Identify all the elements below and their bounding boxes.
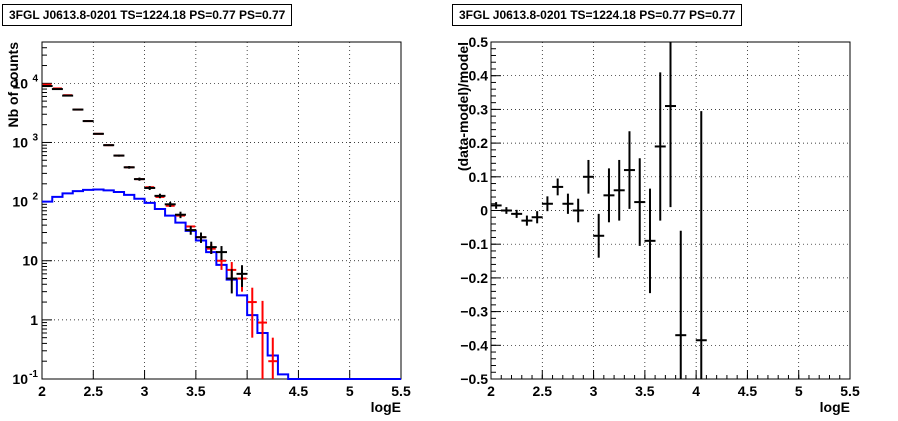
residual-x-tick-label: 3.5 (635, 383, 655, 399)
counts-plot-frame (41, 41, 402, 380)
residual-x-tick-label: 3 (590, 383, 598, 399)
counts-x-tick-label: 3 (141, 383, 149, 399)
residual-x-axis-label: logE (820, 399, 850, 415)
counts-x-tick-label: 2.5 (84, 383, 104, 399)
counts-x-tick-label: 2 (38, 383, 46, 399)
residual-y-tick-label: −0.1 (460, 236, 488, 252)
counts-y-tick-label: 10 (12, 75, 28, 91)
counts-y-tick-exponent: 4 (32, 73, 38, 84)
residual-grid (491, 42, 850, 379)
residual-y-tick-label: −0.2 (460, 270, 488, 286)
residual-y-tick-label: 0.4 (469, 68, 489, 84)
counts-x-tick-label: 4.5 (289, 383, 309, 399)
counts-y-tick-label: 1 (30, 312, 38, 328)
counts-x-tick-label: 3.5 (186, 383, 206, 399)
counts-x-tick-label: 5 (346, 383, 354, 399)
counts-x-axis-label: logE (371, 399, 401, 415)
counts-y-tick-exponent: 3 (32, 132, 38, 143)
residual-y-tick-label: 0.2 (469, 135, 489, 151)
residual-y-tick-label: −0.4 (460, 337, 488, 353)
counts-series-layer (41, 83, 401, 380)
residual-axis-ticks: 2 2.5 3 3.5 4 4.5 5 5.5 −0.5 −0.4 −0.3 −0.2 −0.1 0 0.1… (460, 34, 860, 399)
counts-y-axis-label: Nb of counts (5, 42, 21, 128)
residual-y-tick-label: −0.5 (460, 371, 488, 387)
residual-series-layer (490, 42, 707, 379)
model-histogram-line (42, 188, 401, 380)
residual-x-tick-label: 2 (487, 383, 495, 399)
residual-x-tick-label: 4 (692, 383, 700, 399)
residual-x-tick-label: 2.5 (533, 383, 553, 399)
residual-x-tick-label: 4.5 (738, 383, 758, 399)
residual-chart-title: 3FGL J0613.8-0201 TS=1224.18 PS=0.77 PS=… (452, 4, 743, 26)
residual-y-tick-label: 0.5 (469, 34, 489, 50)
counts-y-tick-exponent: 2 (32, 192, 38, 203)
residual-x-tick-label: 5.5 (840, 383, 860, 399)
residual-y-axis-label: (data-model)/model (455, 42, 471, 171)
counts-x-tick-label: 4 (243, 383, 251, 399)
counts-y-tick-exponent: -1 (29, 369, 38, 380)
counts-grid (42, 42, 401, 379)
counts-chart-title: 3FGL J0613.8-0201 TS=1224.18 PS=0.77 PS=… (2, 4, 293, 26)
residual-x-tick-label: 5 (795, 383, 803, 399)
residual-chart-panel: 2 2.5 3 3.5 4 4.5 5 5.5 −0.5 −0.4 −0.3 −0.2 −0.1 0 0.1… (455, 34, 860, 415)
counts-y-tick-label: 10 (12, 371, 28, 387)
counts-y-tick-label: 10 (12, 134, 28, 150)
counts-y-tick-label: 10 (12, 194, 28, 210)
counts-y-tick-label: 10 (22, 253, 38, 269)
counts-x-tick-label: 5.5 (391, 383, 411, 399)
residual-y-tick-label: 0.1 (469, 169, 489, 185)
residual-y-tick-label: −0.3 (460, 304, 488, 320)
residual-y-tick-label: 0 (480, 203, 488, 219)
residual-y-tick-label: 0.3 (469, 101, 489, 117)
